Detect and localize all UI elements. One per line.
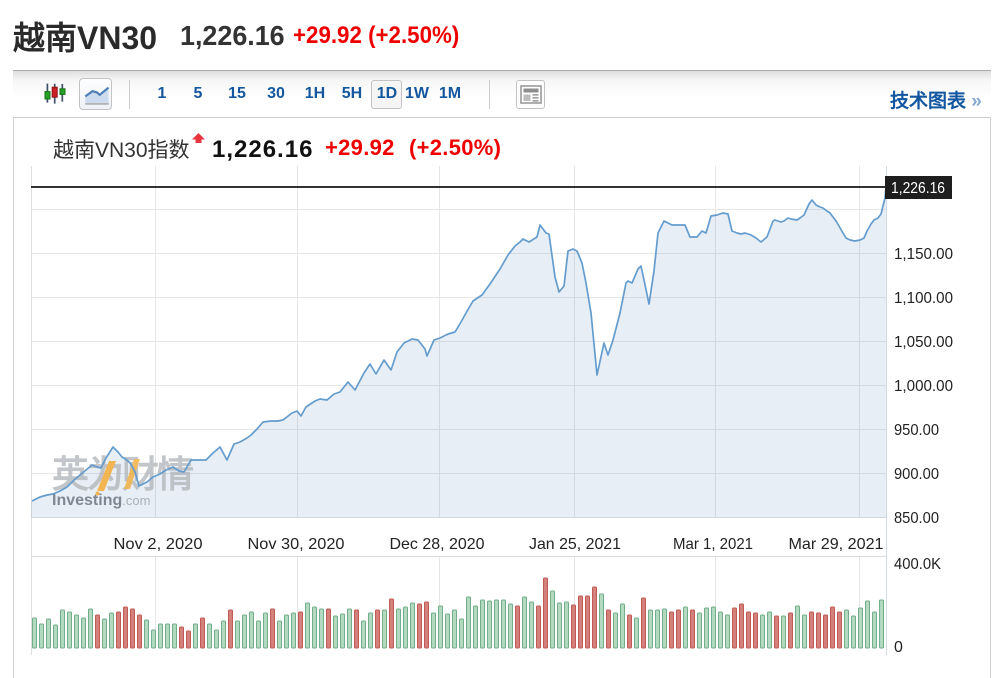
svg-text:英为财情: 英为财情 bbox=[52, 454, 194, 495]
svg-text:1,150.00: 1,150.00 bbox=[894, 246, 953, 263]
svg-text:Nov 2, 2020: Nov 2, 2020 bbox=[114, 536, 203, 553]
svg-text:Dec 28, 2020: Dec 28, 2020 bbox=[390, 536, 485, 553]
svg-text:950.00: 950.00 bbox=[894, 422, 939, 439]
svg-text:Investing.com: Investing.com bbox=[52, 492, 150, 509]
svg-text:400.0K: 400.0K bbox=[894, 556, 941, 573]
svg-text:1,000.00: 1,000.00 bbox=[894, 378, 953, 395]
svg-text:Mar 29, 2021: Mar 29, 2021 bbox=[789, 536, 884, 553]
svg-text:Jan 25, 2021: Jan 25, 2021 bbox=[529, 536, 621, 553]
svg-text:1,100.00: 1,100.00 bbox=[894, 290, 953, 307]
svg-text:Mar 1, 2021: Mar 1, 2021 bbox=[673, 536, 753, 553]
svg-text:850.00: 850.00 bbox=[894, 510, 939, 527]
svg-text:Nov 30, 2020: Nov 30, 2020 bbox=[248, 536, 345, 553]
svg-text:1,226.16: 1,226.16 bbox=[891, 180, 945, 197]
svg-text:0: 0 bbox=[894, 639, 903, 656]
svg-text:1,050.00: 1,050.00 bbox=[894, 334, 953, 351]
svg-text:900.00: 900.00 bbox=[894, 466, 939, 483]
